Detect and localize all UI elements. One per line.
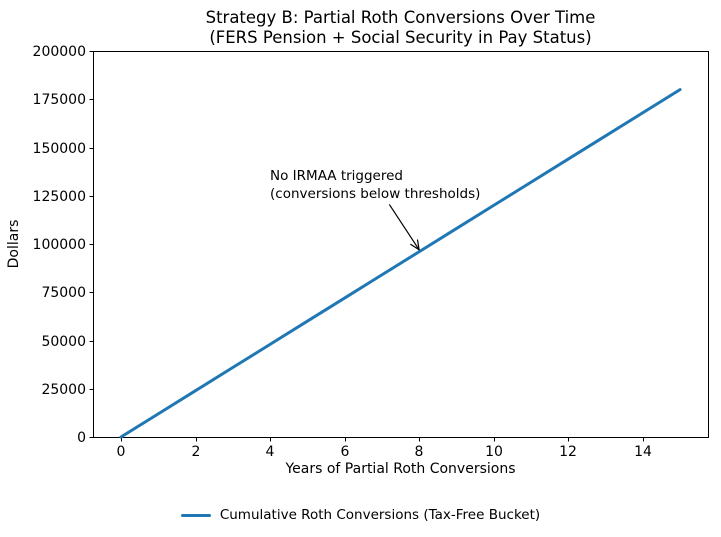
y-tick-label: 50000 [41, 334, 86, 350]
annotation-arrowhead [416, 239, 420, 251]
y-tick-label: 125000 [33, 189, 86, 205]
legend-line-sample [180, 513, 211, 517]
x-tick-label: 6 [341, 444, 350, 460]
x-axis-label: Years of Partial Roth Conversions [285, 461, 516, 477]
series-line [119, 88, 682, 439]
x-tick-label: 12 [559, 444, 577, 460]
x-tick-label: 4 [266, 444, 275, 460]
x-tick-label: 0 [117, 444, 126, 460]
annotation-arrowhead [410, 243, 420, 251]
x-tick-label: 10 [485, 444, 503, 460]
annotation-arrow [388, 204, 420, 251]
annotation-line-1: No IRMAA triggered [270, 167, 403, 184]
x-tick-label: 14 [634, 444, 652, 460]
axes-frame [93, 51, 709, 438]
x-tick-label: 2 [192, 444, 201, 460]
y-tick-label: 25000 [41, 382, 86, 398]
y-tick-label: 75000 [41, 285, 86, 301]
chart-title-line-1: Strategy B: Partial Roth Conversions Ove… [205, 8, 596, 27]
y-tick-label: 175000 [33, 92, 86, 108]
legend-label: Cumulative Roth Conversions (Tax-Free Bu… [219, 507, 541, 523]
annotation-text: No IRMAA triggered (conversions below th… [270, 167, 480, 203]
y-tick-label: 0 [77, 430, 86, 446]
annotation-line-2: (conversions below thresholds) [270, 185, 481, 202]
y-tick-label: 200000 [33, 44, 86, 60]
x-tick-label: 8 [415, 444, 424, 460]
y-tick-label: 150000 [33, 141, 86, 157]
chart-title-line-2: (FERS Pension + Social Security in Pay S… [209, 28, 592, 47]
legend: Cumulative Roth Conversions (Tax-Free Bu… [0, 505, 721, 525]
chart-title: Strategy B: Partial Roth Conversions Ove… [93, 8, 708, 48]
y-tick-label: 100000 [33, 237, 86, 253]
